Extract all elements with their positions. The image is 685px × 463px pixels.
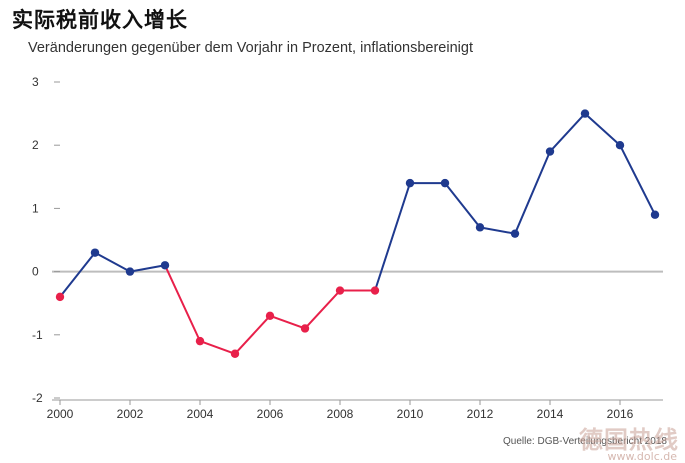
chart-title: 实际税前收入增长 xyxy=(12,8,188,32)
data-point xyxy=(300,324,310,333)
watermark-url: www.dolc.de xyxy=(607,450,677,463)
data-point xyxy=(55,292,65,302)
series-segment xyxy=(199,340,236,355)
series-segment xyxy=(129,264,166,273)
data-point xyxy=(160,261,170,270)
source-note: Quelle: DGB-Verteilungsbericht 2018 xyxy=(503,436,667,447)
data-point xyxy=(615,141,625,150)
x-tick-label: 2012 xyxy=(467,407,494,421)
data-point xyxy=(440,178,450,188)
series-segment xyxy=(269,314,306,330)
x-tick-label: 2000 xyxy=(47,407,74,421)
x-tick-label: 2004 xyxy=(187,407,214,421)
chart-subtitle: Veränderungen gegenüber dem Vorjahr in P… xyxy=(28,40,473,56)
data-point xyxy=(650,210,660,219)
y-tick-label: 1 xyxy=(32,201,39,215)
series-segment xyxy=(514,150,551,235)
watermark-logo: 德国热线 xyxy=(579,426,679,454)
x-tick-label: 2002 xyxy=(117,407,144,421)
x-tick-label: 2006 xyxy=(257,407,284,421)
data-point xyxy=(335,286,345,295)
x-tick-label: 2016 xyxy=(607,407,634,421)
data-point xyxy=(370,286,380,295)
series-segment xyxy=(619,144,656,216)
series-segment xyxy=(94,251,131,273)
x-tick-label: 2008 xyxy=(327,407,354,421)
series-segment xyxy=(234,314,271,355)
data-point xyxy=(230,349,240,358)
y-tick-label: 3 xyxy=(32,75,39,89)
x-tick-label: 2014 xyxy=(537,407,564,421)
series-segment xyxy=(59,251,96,298)
series-segment xyxy=(479,226,516,235)
series-segment xyxy=(304,289,341,330)
data-point xyxy=(90,248,100,257)
y-tick-label: 2 xyxy=(32,138,39,152)
data-point xyxy=(125,267,135,276)
data-point xyxy=(545,147,555,156)
data-point xyxy=(195,336,205,346)
series-segment xyxy=(444,182,481,229)
x-tick-label: 2010 xyxy=(397,407,424,421)
data-point xyxy=(405,178,415,188)
series-segment xyxy=(584,112,621,147)
y-tick-label: -1 xyxy=(32,328,43,342)
y-tick-label: -2 xyxy=(32,391,43,405)
data-point xyxy=(265,311,275,321)
data-point xyxy=(580,109,590,118)
series-segment xyxy=(549,112,586,153)
y-tick-label: 0 xyxy=(32,265,39,279)
series-segment xyxy=(164,264,201,343)
data-point xyxy=(475,223,485,232)
series-segment xyxy=(374,182,411,292)
data-point xyxy=(510,229,520,238)
